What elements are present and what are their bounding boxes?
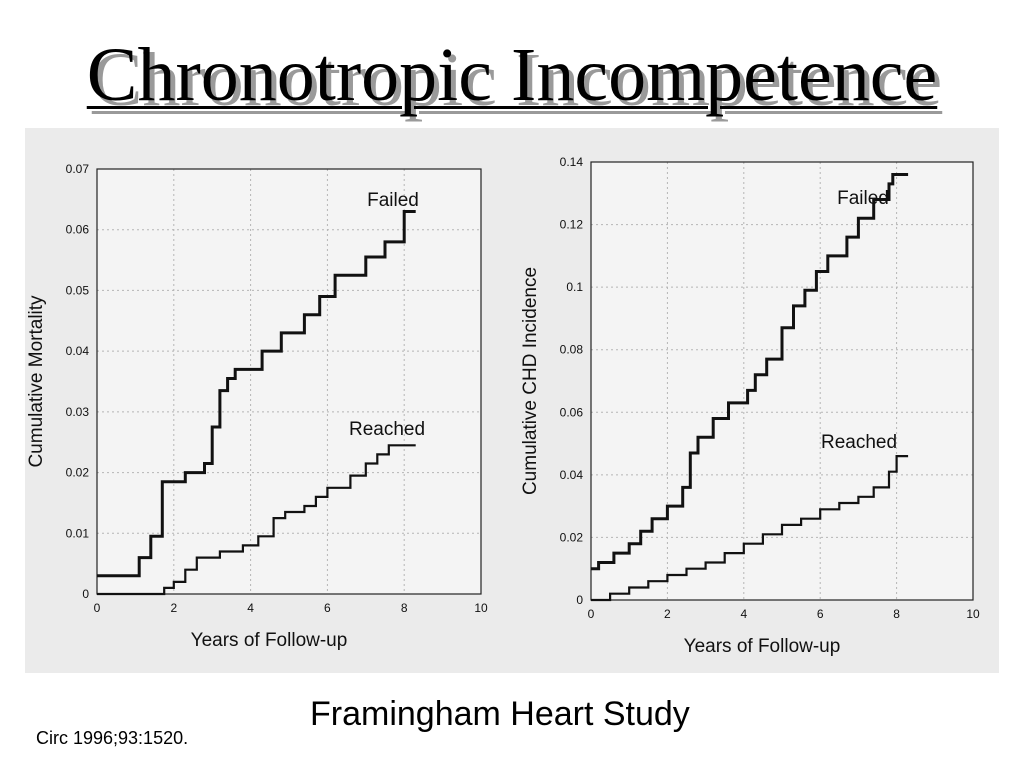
chart1-x-tick-label: 2 <box>170 601 177 615</box>
chart1-y-tick-label: 0.02 <box>66 466 90 480</box>
study-name: Framingham Heart Study <box>310 695 690 733</box>
chart1-series-failed <box>97 210 416 578</box>
chart1-x-tick-label: 4 <box>247 601 254 615</box>
charts-svg: 0 0.01 0.02 0.03 0.04 0.05 0.06 0.07 0 2 4 6 8 10 Fail… <box>26 155 980 657</box>
chart1-plot-area <box>97 169 481 594</box>
chart2-y-tick-label: 0.12 <box>560 218 584 232</box>
chart2-y-axis-label: Cumulative CHD Incidence <box>520 267 541 495</box>
chart2-x-tick-label: 2 <box>664 607 671 621</box>
chart2-x-tick-label: 8 <box>893 607 900 621</box>
chart2-series-failed <box>591 173 909 571</box>
chart1-x-tick-label: 6 <box>324 601 331 615</box>
chart1-series-reached <box>97 444 416 596</box>
chart1-series-label-failed: Failed <box>367 190 419 211</box>
slide-title: Chronotropic Incompetence <box>86 33 938 117</box>
chart1-y-tick-label: 0.07 <box>66 162 90 176</box>
chart1-y-tick-label: 0 <box>82 587 89 601</box>
chart1-y-tick-label: 0.03 <box>66 405 90 419</box>
chart1-y-tick-label: 0.06 <box>66 223 90 237</box>
chart2-x-tick-label: 6 <box>817 607 824 621</box>
chart2-y-tick-label: 0.02 <box>560 530 584 544</box>
chart1-y-axis-label: Cumulative Mortality <box>26 295 47 468</box>
chart1-y-tick-label: 0.05 <box>66 283 90 297</box>
chart2-y-tick-label: 0.04 <box>560 468 584 482</box>
chart2-y-tick-label: 0.14 <box>560 155 584 169</box>
chart2-y-tick-label: 0 <box>576 593 583 607</box>
scanned-figure: 0 0.01 0.02 0.03 0.04 0.05 0.06 0.07 0 2 4 6 8 10 Fail… <box>25 128 999 673</box>
chart1-x-axis-label: Years of Follow-up <box>191 630 348 651</box>
chart2-y-tick-label: 0.08 <box>560 343 584 357</box>
chart1-x-tick-label: 0 <box>94 601 101 615</box>
chart2-y-tick-label: 0.1 <box>566 280 583 294</box>
chart2-series-label-reached: Reached <box>821 432 897 453</box>
chart1-y-tick-label: 0.04 <box>66 344 90 358</box>
chart2-series-label-failed: Failed <box>837 188 889 209</box>
chart2-x-axis-label: Years of Follow-up <box>684 636 841 657</box>
chart2-series-reached <box>591 455 909 602</box>
chart2-y-tick-label: 0.06 <box>560 405 584 419</box>
chart2-frame <box>590 161 974 601</box>
chart1-series-label-reached: Reached <box>349 419 425 440</box>
chart2-x-tick-label: 0 <box>588 607 595 621</box>
chart1-x-tick-label: 8 <box>401 601 408 615</box>
chart2-x-tick-label: 4 <box>740 607 747 621</box>
chart1-frame <box>96 168 482 595</box>
chart1-y-tick-label: 0.01 <box>66 526 90 540</box>
citation: Circ 1996;93:1520. <box>36 728 189 748</box>
chart1-x-tick-label: 10 <box>474 601 488 615</box>
chart2-x-tick-label: 10 <box>966 607 980 621</box>
